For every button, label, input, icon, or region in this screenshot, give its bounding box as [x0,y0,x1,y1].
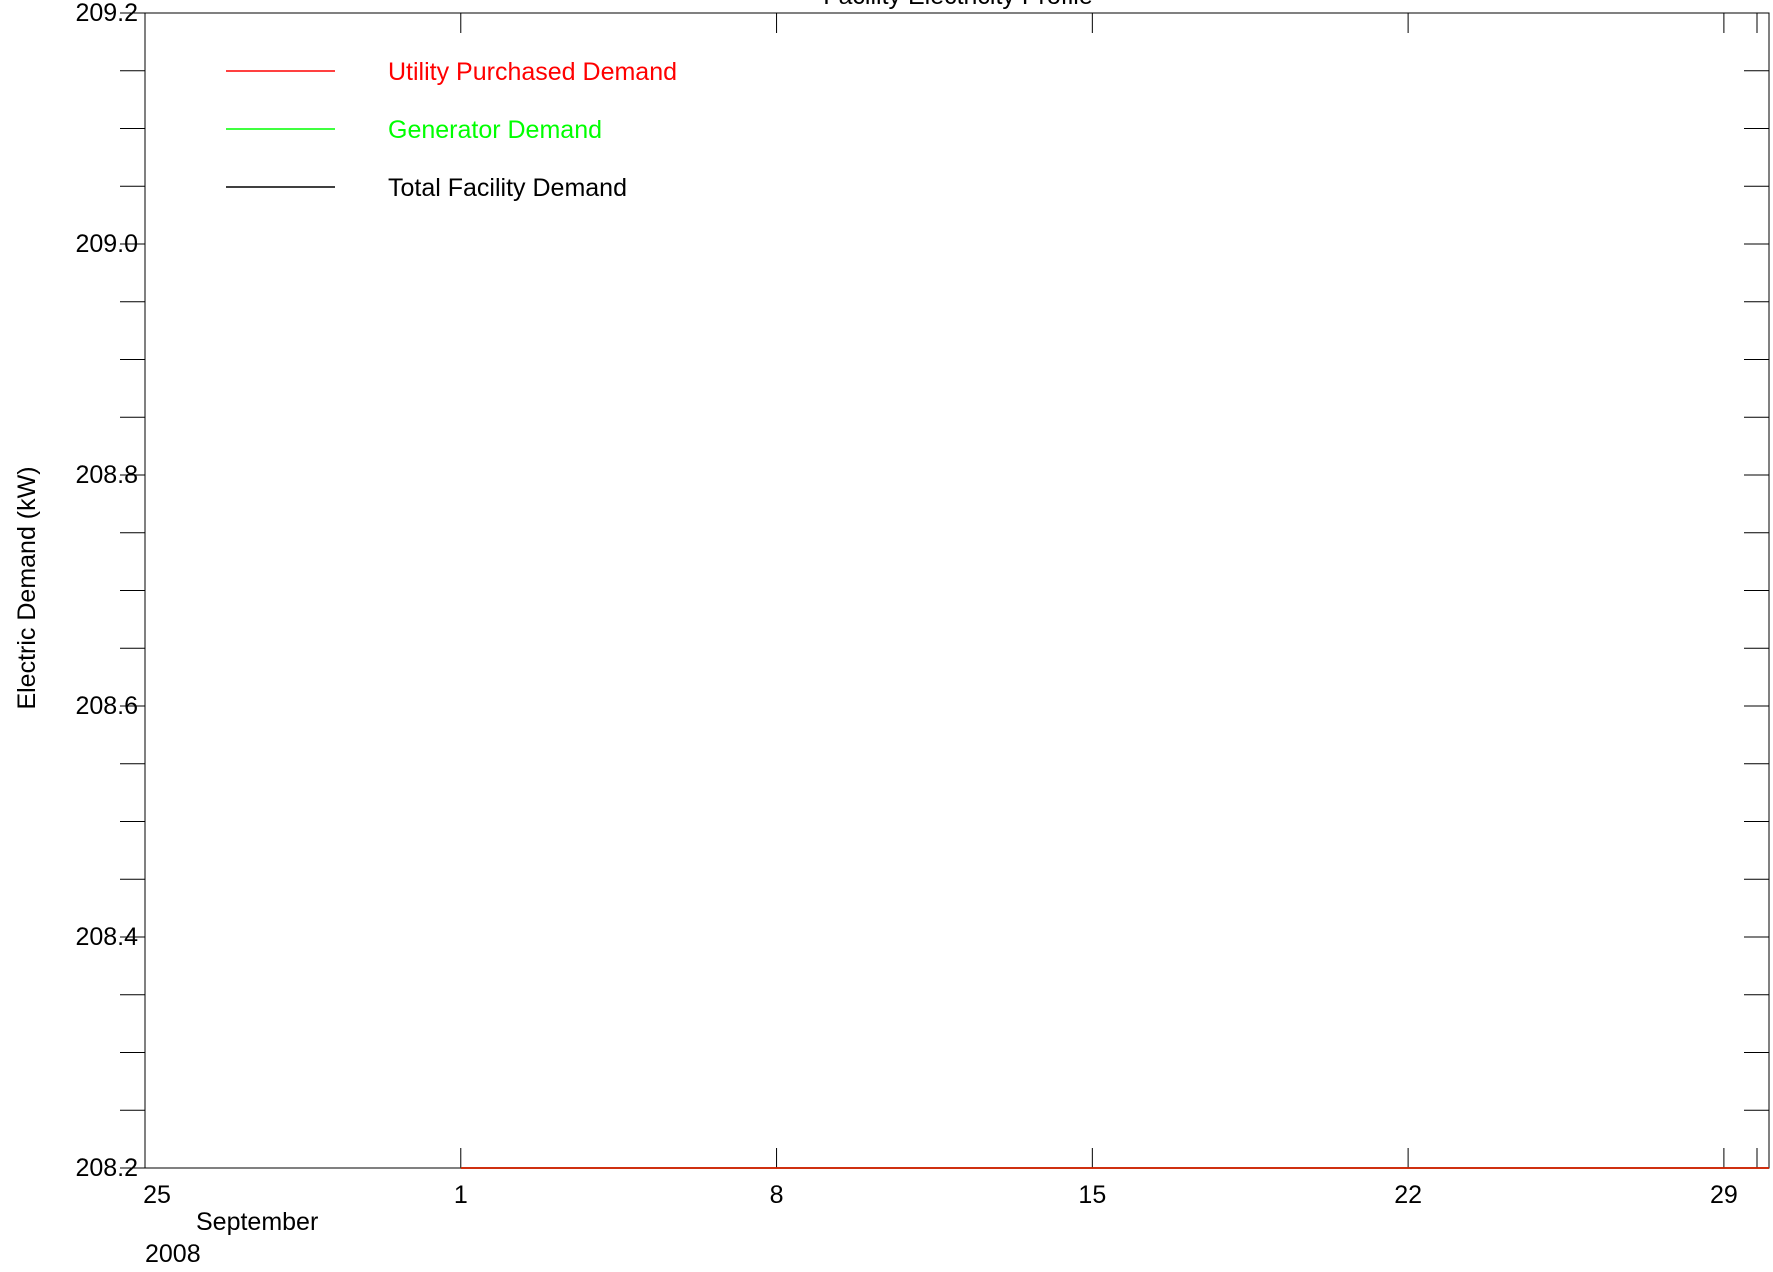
x-tick-label: 1 [454,1181,468,1209]
legend-label-0: Utility Purchased Demand [388,58,677,86]
x-axis-year-label: 2008 [145,1240,201,1268]
y-tick-label: 208.6 [75,692,138,720]
x-tick-label: 8 [770,1181,784,1209]
y-axis-label: Electric Demand (kW) [13,466,41,709]
legend-label-1: Generator Demand [388,116,602,144]
y-tick-label: 209.2 [75,0,138,27]
legend-label-2: Total Facility Demand [388,174,627,202]
axes: 209.2 209.0 208.8 208.6 208.4 208.225 1 8 15 22 29 [75,0,1770,1209]
y-tick-label: 209.0 [75,230,138,258]
x-tick-label: 22 [1394,1181,1422,1209]
x-tick-label: 25 [143,1181,171,1209]
x-tick-label: 15 [1078,1181,1106,1209]
chart-title: Facility Electricity Profile [823,0,1093,10]
x-tick-label: 29 [1710,1181,1738,1209]
x-axis-month-label: September [196,1208,318,1236]
y-tick-label: 208.4 [75,923,138,951]
legend: Utility Purchased Demand Generator Demand… [226,58,677,202]
y-tick-label: 208.2 [75,1154,138,1182]
y-tick-label: 208.8 [75,461,138,489]
